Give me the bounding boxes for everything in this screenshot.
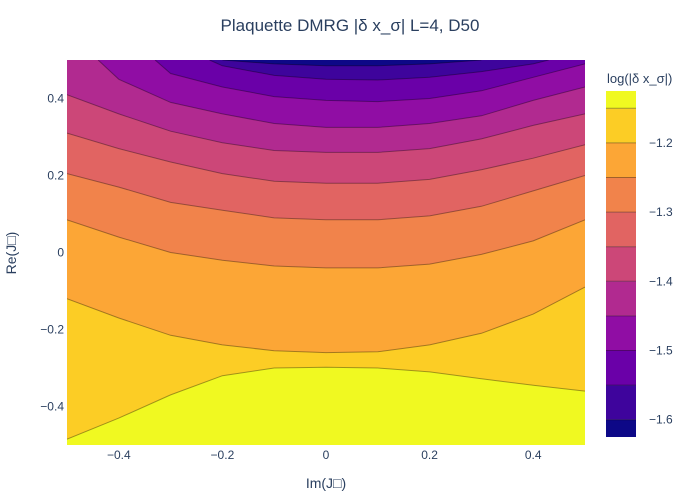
colorbar-band — [606, 246, 636, 282]
chart-title: Plaquette DMRG |δ x_σ| L=4, D50 — [221, 16, 480, 35]
x-tick-label: −0.2 — [211, 448, 235, 462]
colorbar-tick-label: −1.2 — [649, 136, 673, 150]
colorbar-tick-label: −1.5 — [649, 344, 673, 358]
colorbar-band — [606, 350, 636, 386]
colorbar-title: log(|δ x_σ|) — [607, 71, 672, 86]
x-tick-label: 0 — [323, 448, 330, 462]
contour-band — [67, 60, 585, 66]
x-axis-ticks: −0.4 −0.2 0 0.2 0.4 — [107, 448, 542, 462]
contour-line — [67, 132, 585, 184]
x-axis-label: Im(J□) — [306, 475, 346, 491]
colorbar: −1.6 −1.5 −1.4 −1.3 −1.2 — [606, 91, 673, 437]
y-tick-label: −0.4 — [40, 400, 64, 414]
y-tick-label: −0.2 — [40, 323, 64, 337]
colorbar-band — [606, 419, 636, 437]
y-tick-label: 0.2 — [47, 169, 64, 183]
contour-line — [67, 219, 585, 269]
contour-lines — [67, 60, 585, 440]
colorbar-band — [606, 212, 636, 247]
contour-line — [67, 173, 585, 221]
contour-line — [222, 60, 482, 67]
contour-line — [154, 60, 585, 103]
contour-band — [67, 60, 585, 80]
colorbar-band — [606, 385, 636, 420]
y-axis-ticks: −0.4 −0.2 0 0.2 0.4 — [40, 92, 64, 414]
x-tick-label: 0.4 — [525, 448, 542, 462]
x-tick-label: 0.2 — [421, 448, 438, 462]
colorbar-band — [606, 281, 636, 316]
colorbar-tick-label: −1.4 — [649, 274, 673, 288]
colorbar-band — [606, 177, 636, 213]
contour-line — [97, 60, 585, 128]
y-tick-label: 0 — [57, 246, 64, 260]
contour-line — [67, 366, 585, 440]
contour-line — [209, 60, 549, 81]
y-tick-label: 0.4 — [47, 92, 64, 106]
colorbar-tick-label: −1.3 — [649, 205, 673, 219]
colorbar-band — [606, 91, 636, 109]
contour-line — [67, 94, 585, 153]
colorbar-band — [606, 108, 636, 143]
colorbar-band — [606, 315, 636, 351]
y-axis-label: Re(J□) — [3, 232, 19, 275]
contour-line — [67, 286, 585, 354]
x-tick-label: −0.4 — [107, 448, 131, 462]
colorbar-tick-label: −1.6 — [649, 413, 673, 427]
colorbar-band — [606, 142, 636, 178]
plot-area — [67, 60, 585, 445]
